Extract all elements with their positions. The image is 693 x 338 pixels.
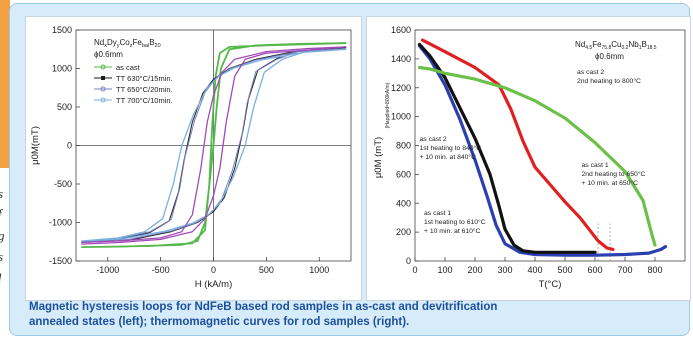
annotation-text: 2nd heating to 800°C (577, 77, 641, 85)
figure-caption: Magnetic hysteresis loops for NdFeB base… (29, 300, 689, 330)
x-tick-label: 0 (412, 265, 417, 275)
y-tick-label: 200 (396, 227, 411, 237)
diameter-label: ϕ0.6mm (595, 52, 624, 61)
x-tick-label: 700 (617, 265, 632, 275)
series-line (417, 42, 597, 254)
y-tick-label: 1500 (52, 25, 72, 35)
text-fragment: l (0, 270, 2, 286)
legend-marker (100, 86, 106, 92)
thermomagnetic-chart: 0 100 200 300 400 500 600 700 800 0 200 400 600 800 10… (366, 16, 691, 301)
y-tick-label: 1000 (52, 64, 72, 74)
x-tick-label: -500 (152, 265, 170, 275)
x-tick-label: 400 (527, 265, 542, 275)
y-tick-label: 0 (67, 141, 72, 151)
y-tick-label: -500 (54, 179, 72, 189)
text-fragment: g (0, 228, 5, 244)
x-axis-label: H (kA/m) (195, 279, 232, 290)
y-tick-label: 400 (396, 198, 411, 208)
x-tick-label: 100 (437, 265, 452, 275)
annotation-text: as cast 2 (577, 69, 604, 76)
y-tick-label: -1000 (49, 218, 72, 228)
composition-label: NdxDyyCozFebalB20 (94, 38, 161, 49)
series-line (417, 65, 657, 247)
caption-line-2: annealed states (left); thermomagnetic c… (29, 316, 410, 328)
y-tick-label: 500 (57, 102, 72, 112)
y-axis-label: μ0M(mT) (30, 126, 41, 165)
text-fragment: f (0, 206, 2, 222)
x-tick-label: 1000 (309, 265, 329, 275)
x-tick-label: 600 (587, 265, 602, 275)
figure-panel: -1000 -500 0 500 1000 -1500 -1000 -500 0 500 1000 1… (9, 3, 691, 336)
legend-label: TT 700°C/10min. (116, 96, 173, 105)
text-fragment: s (0, 186, 3, 202)
annotation-text: 1st heating to 610°C (424, 218, 486, 226)
legend-label: TT 650°C/20min. (116, 85, 173, 94)
y-tick-label: 0 (406, 256, 411, 266)
series-line (81, 48, 347, 242)
x-tick-label: 0 (211, 265, 216, 275)
hysteresis-chart: -1000 -500 0 500 1000 -1500 -1000 -500 0 500 1000 1… (25, 16, 362, 301)
legend-marker (100, 97, 106, 103)
caption-line-1: Magnetic hysteresis loops for NdFeB base… (29, 301, 498, 313)
thermomagnetic-chart-svg: 0 100 200 300 400 500 600 700 800 0 200 400 600 800 10… (373, 25, 686, 290)
diameter-label: ϕ0.6mm (94, 50, 123, 59)
orange-sidebar-strip (0, 0, 10, 168)
annotation-text: + 10 min. at 650°C (582, 179, 639, 187)
legend-marker (100, 64, 106, 70)
annotation-text: 1st heating to 840°C (420, 144, 482, 152)
y-tick-label: -1500 (49, 256, 72, 266)
annotation-text: 2nd heating to 650°C (582, 170, 646, 178)
y-tick-label: 1200 (391, 83, 411, 93)
annotation-text: as cast 2 (420, 136, 447, 143)
x-tick-label: 300 (497, 265, 512, 275)
legend-label: TT 630°C/15min. (116, 74, 173, 83)
y-tick-label: 1600 (391, 25, 411, 35)
series-line (81, 46, 347, 245)
annotation-text: + 10 min. at 610°C (424, 227, 481, 235)
x-axis-label: T(°C) (539, 279, 562, 290)
series-line (81, 42, 347, 248)
legend-marker (101, 76, 105, 80)
x-tick-label: 200 (467, 265, 482, 275)
series-line (417, 44, 668, 257)
y-axis-label: μ0M (mT) (373, 137, 384, 178)
series-line (420, 38, 615, 251)
legend-label: as cast (116, 63, 141, 72)
annotation-text: as cast 1 (424, 210, 451, 217)
x-tick-label: 500 (259, 265, 274, 275)
y-tick-label: 1400 (391, 54, 411, 64)
annotation-text: + 10 min. at 840°C (420, 153, 477, 161)
composition-label: Nd4.5Fe75.8Cu0.2Nb1B18.5 (575, 40, 657, 51)
left-article-slice: s f g s l (0, 0, 10, 338)
annotation-text: as cast 1 (582, 162, 609, 169)
y-tick-label: 1000 (391, 112, 411, 122)
x-tick-label: 800 (647, 265, 662, 275)
y-axis-sublabel: (Happlied=800kA/m) (385, 82, 391, 128)
x-tick-label: 500 (557, 265, 572, 275)
y-tick-label: 800 (396, 141, 411, 151)
x-tick-label: -1000 (96, 265, 119, 275)
hysteresis-chart-svg: -1000 -500 0 500 1000 -1500 -1000 -500 0 500 1000 1… (30, 25, 352, 290)
y-tick-label: 600 (396, 169, 411, 179)
text-fragment: s (0, 249, 3, 265)
